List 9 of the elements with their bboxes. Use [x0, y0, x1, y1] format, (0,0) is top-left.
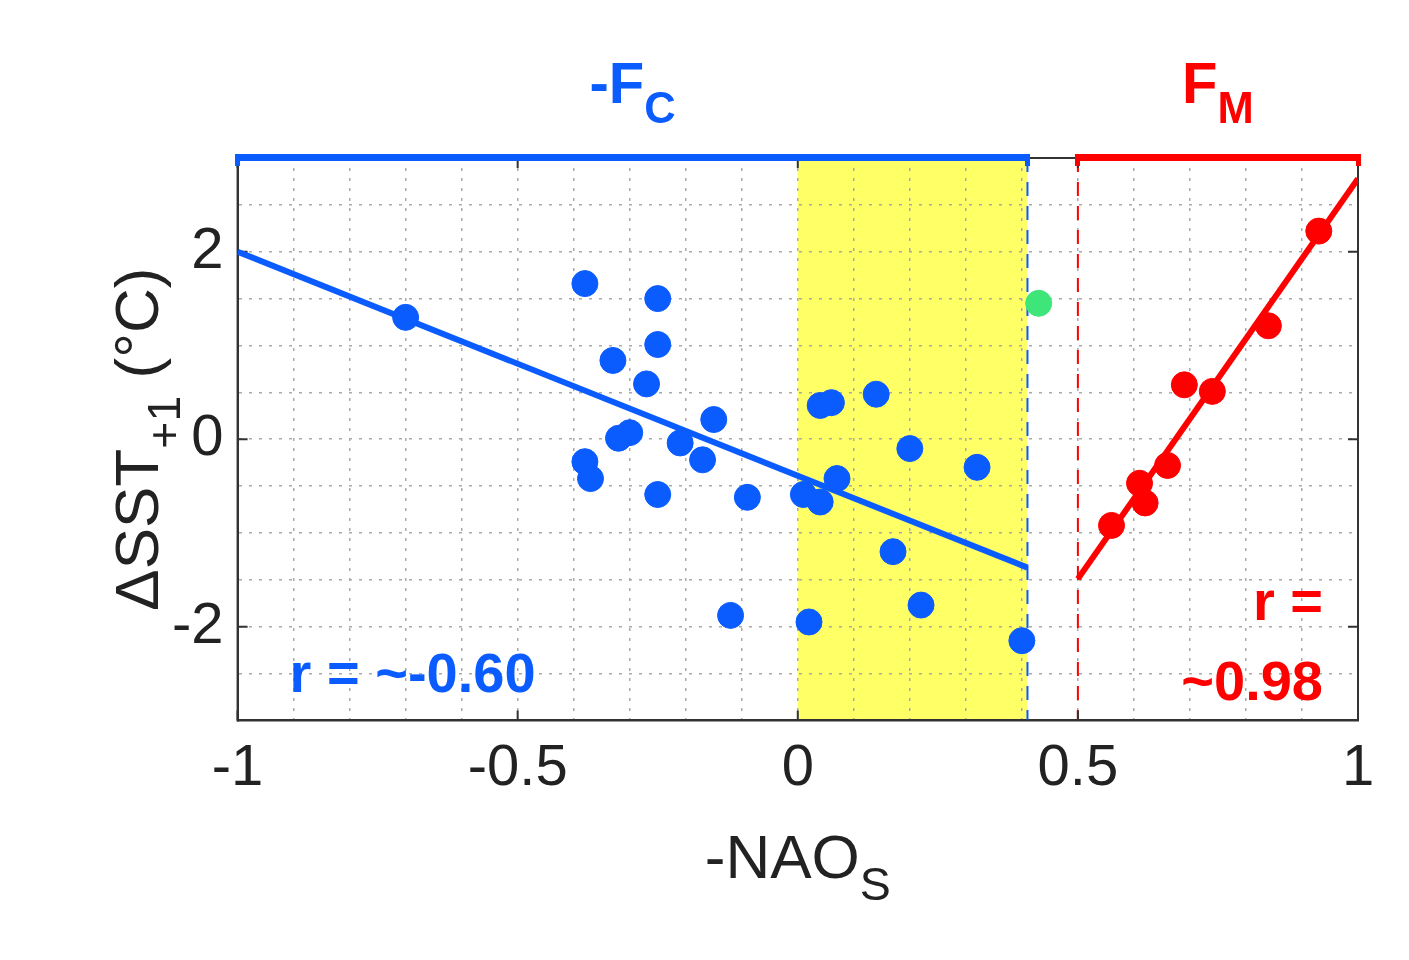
y-tick-label: 0	[191, 402, 224, 468]
x-tick-label: 1	[1341, 732, 1375, 798]
annotation: r = ~0.98	[1181, 569, 1323, 713]
x-tick-label: -0.5	[467, 732, 568, 798]
y-tick-label: 2	[191, 214, 224, 280]
x-tick-label: 0.5	[1037, 732, 1119, 798]
x-tick-label: 0	[781, 732, 814, 798]
annotation: r = ~-0.60	[289, 641, 536, 705]
x-tick-label: -1	[211, 732, 264, 798]
